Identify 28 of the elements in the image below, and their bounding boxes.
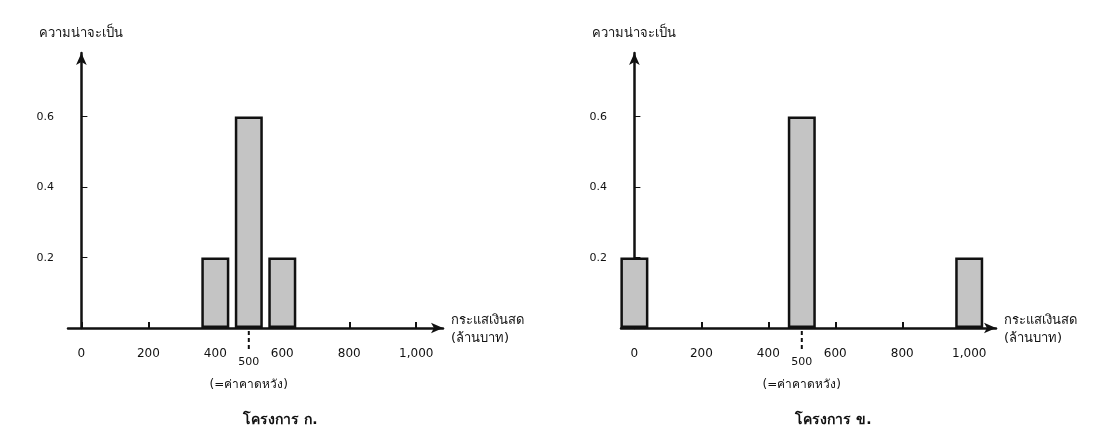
y-axis-title: ความน่าจะเป็น [39, 23, 124, 40]
x-tick-label: 0 [77, 346, 86, 360]
ref-line-label: 500 [791, 355, 813, 368]
x-tick-label: 200 [136, 346, 160, 360]
y-tick-label: 0.2 [36, 250, 54, 264]
x-tick-label: 800 [337, 346, 361, 360]
y-tick-label: 0.4 [36, 180, 54, 194]
y-tick-label: 0.2 [589, 250, 607, 264]
ref-line-label: 500 [238, 355, 260, 368]
x-tick-label: 200 [689, 346, 713, 360]
x-tick-label: 600 [823, 346, 847, 360]
y-tick-label: 0.4 [589, 180, 607, 194]
x-tick-label: 400 [203, 346, 227, 360]
x-tick-label: 1,000 [952, 346, 987, 360]
text: โครงการ ข. [794, 410, 872, 427]
y-axis-title: ความน่าจะเป็น [592, 23, 677, 40]
x-axis-title: กระแสเงินสด (ล้านบาท) [451, 311, 524, 345]
x-tick-label: 0 [630, 346, 639, 360]
y-tick-label: 0.6 [36, 109, 54, 123]
x-tick-label: 400 [756, 346, 780, 360]
x-tick-label: 600 [270, 346, 294, 360]
x-tick-label: 1,000 [399, 346, 434, 360]
x-tick-label: 800 [890, 346, 914, 360]
text: (=ค่าคาดหวัง) [209, 377, 289, 391]
y-tick-label: 0.6 [589, 109, 607, 123]
text: โครงการ ก. [242, 410, 318, 427]
x-axis-title: กระแสเงินสด (ล้านบาท) [1004, 311, 1077, 345]
text: (=ค่าคาดหวัง) [762, 377, 842, 391]
